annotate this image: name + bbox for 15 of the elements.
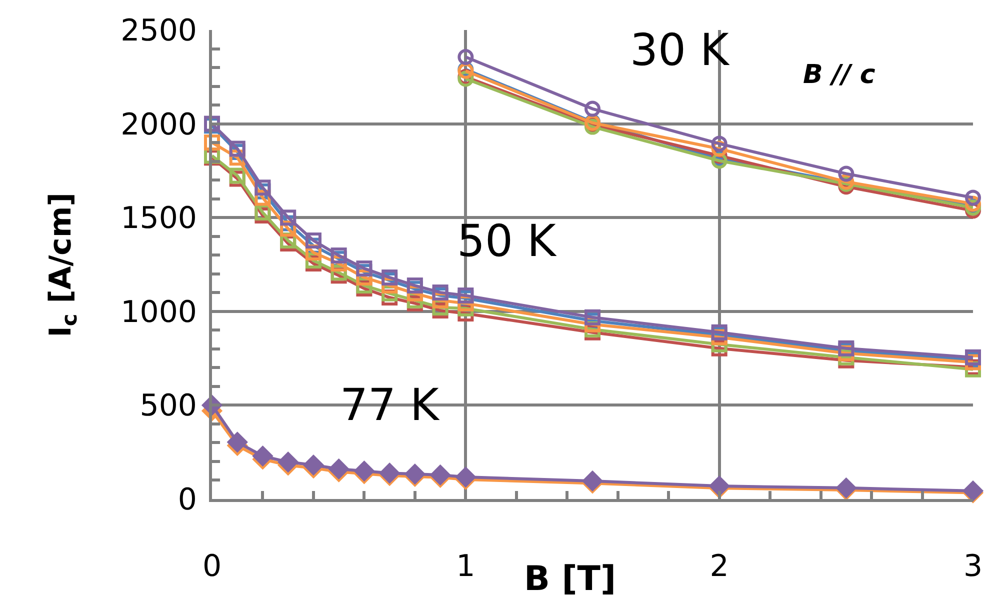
y-tick-label: 1000 [120,294,197,330]
x-tick-label: 0 [202,549,222,584]
x-tick-label: 2 [710,549,729,584]
y-tick-label: 0 [178,482,197,518]
annotation: 77 K [340,380,440,431]
annotation: 50 K [457,216,557,267]
y-tick-label: 2500 [120,14,197,48]
annotation: 30 K [630,25,730,76]
annotation: B // c [803,60,876,90]
x-tick-label: 3 [963,549,983,584]
x-tick-label: 1 [456,549,476,584]
y-tick-label: 2000 [120,107,197,142]
y-tick-label: 1500 [120,201,197,236]
y-tick-label: 500 [140,388,197,424]
x-axis-title: B [T] [524,559,616,599]
